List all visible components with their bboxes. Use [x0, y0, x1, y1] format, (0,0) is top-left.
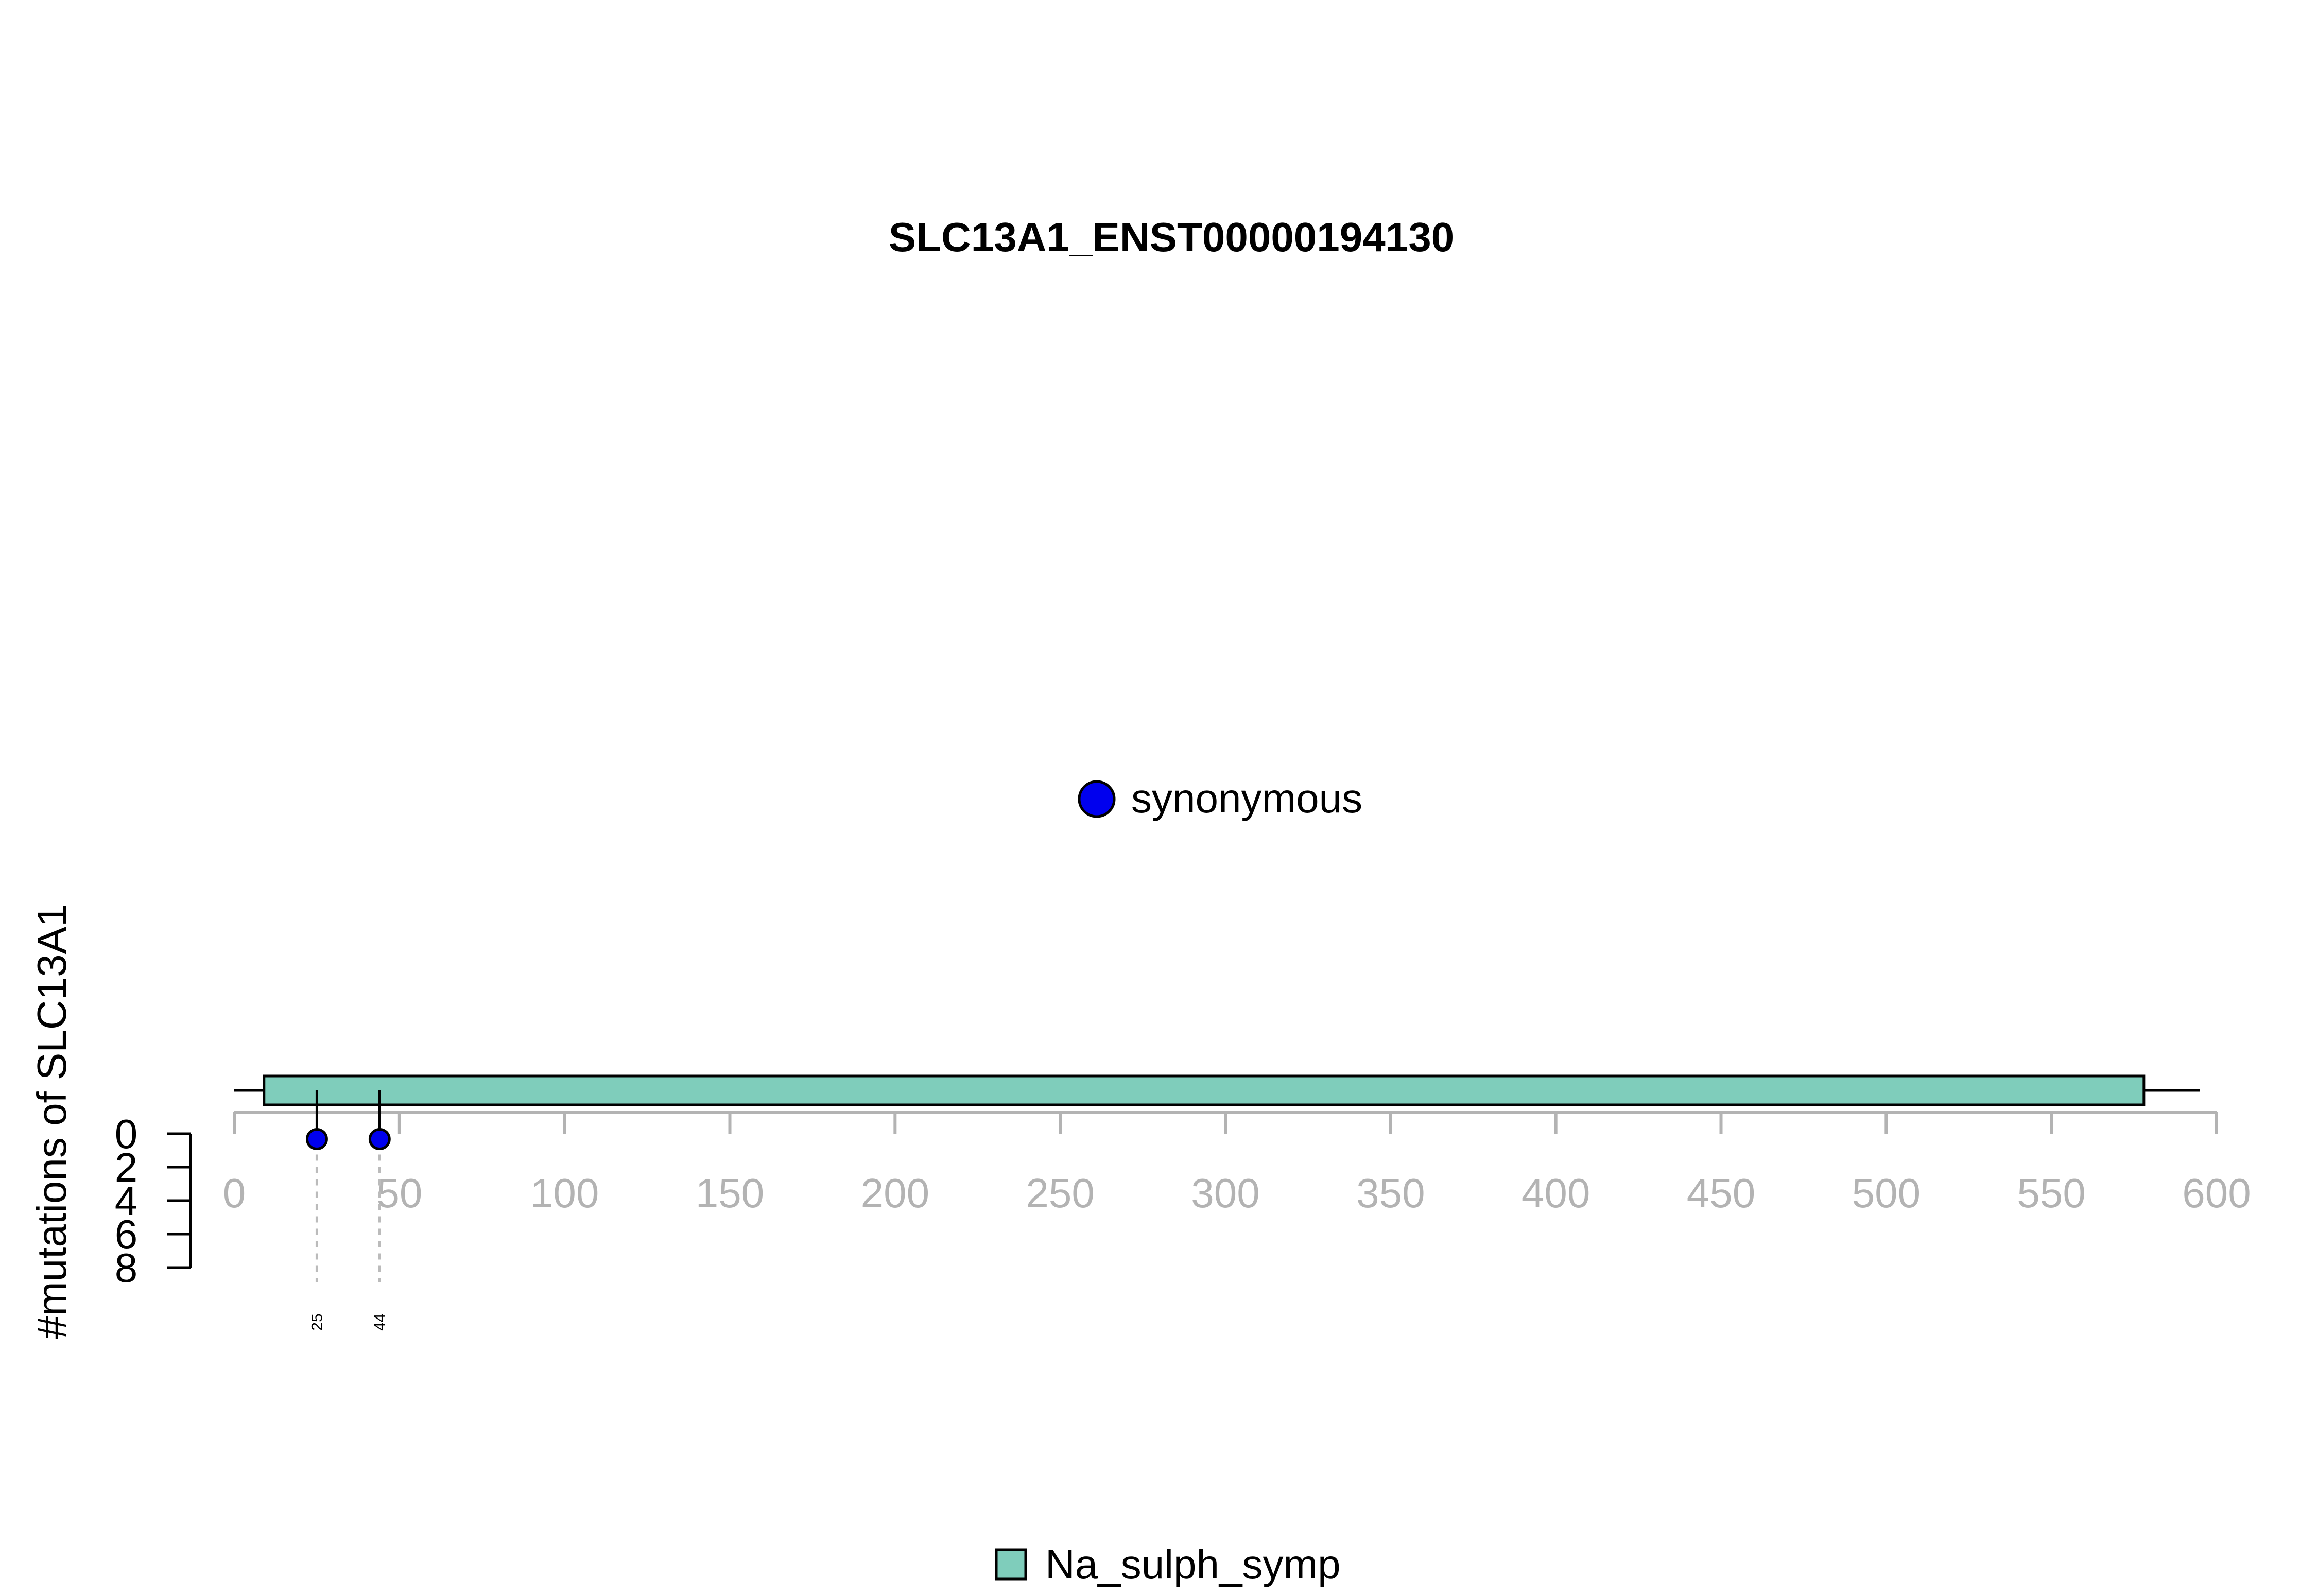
x-tick-label: 350: [1356, 1170, 1425, 1216]
domain-legend: Na_sulph_symp: [995, 1541, 1341, 1587]
mutation-legend: synonymous: [1078, 775, 1362, 821]
domain-Na_sulph_symp: [263, 1074, 2146, 1106]
x-tick-label: 300: [1191, 1170, 1259, 1216]
x-tick-label: 400: [1521, 1170, 1590, 1216]
y-tick-label: 0: [115, 1111, 138, 1157]
x-tick-label: 0: [223, 1170, 246, 1216]
plot-axes: 0 50 100 150 200 250 300 350 400 450 500 550 6000246…: [115, 1111, 2251, 1291]
legend-label: Na_sulph_symp: [1045, 1541, 1341, 1587]
domain-track: [234, 1074, 2200, 1106]
x-tick-label: 600: [2182, 1170, 2251, 1216]
legend-marker-synonymous: [1078, 780, 1116, 818]
x-tick-label: 100: [530, 1170, 599, 1216]
chart-title: SLC13A1_ENST00000194130: [889, 214, 1455, 260]
mutation-lollipops: 25 44: [305, 1090, 391, 1331]
legend-swatch-Na_sulph_symp: [995, 1548, 1027, 1581]
x-tick-label: 150: [696, 1170, 764, 1216]
y-tick-label: 8: [115, 1245, 138, 1291]
x-tick-label: 450: [1687, 1170, 1755, 1216]
x-tick-label: 550: [2017, 1170, 2085, 1216]
y-tick-label: 2: [115, 1144, 138, 1190]
y-tick-label: 4: [115, 1178, 138, 1224]
y-axis-label: #mutations of SLC13A1: [29, 904, 75, 1339]
x-tick-label: 50: [376, 1170, 422, 1216]
mutation-position-label: 44: [371, 1313, 388, 1330]
mutation-point: [368, 1128, 391, 1150]
x-tick-label: 250: [1026, 1170, 1094, 1216]
x-tick-label: 500: [1852, 1170, 1921, 1216]
y-tick-label: 6: [115, 1211, 138, 1257]
mutation-position-label: 25: [308, 1313, 325, 1330]
mutation-point: [305, 1128, 328, 1150]
legend-label: synonymous: [1131, 775, 1362, 821]
x-tick-label: 200: [861, 1170, 929, 1216]
